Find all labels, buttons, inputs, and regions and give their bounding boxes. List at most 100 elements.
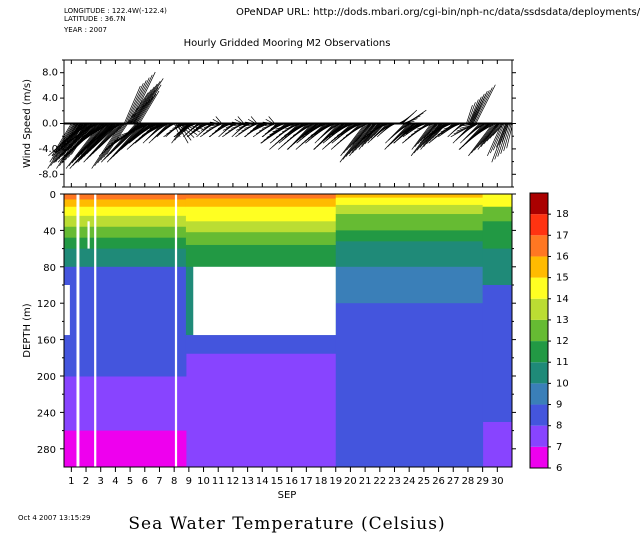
day-tick-label: 20 <box>344 476 357 487</box>
wind-vector <box>130 71 156 124</box>
wind-vector <box>215 116 223 124</box>
wind-vector <box>268 122 280 124</box>
wind-vector <box>402 109 418 124</box>
wind-vector <box>406 109 427 124</box>
wind-vector <box>441 123 455 127</box>
colorbar-swatch <box>530 404 548 426</box>
wind-vector <box>223 122 236 124</box>
wind-vector <box>220 123 234 127</box>
day-tick-label: 9 <box>186 476 192 487</box>
temperature-cell <box>335 241 484 268</box>
colorbar-frame <box>529 192 549 469</box>
wind-vector <box>414 123 433 147</box>
footer-timestamp: Oct 4 2007 13:15:29 <box>18 514 91 522</box>
temperature-cell <box>64 226 187 239</box>
wind-vector <box>459 123 468 126</box>
day-tick-label: 13 <box>241 476 254 487</box>
day-tick-label: 3 <box>98 476 104 487</box>
temperature-cell <box>335 204 484 215</box>
temperature-cell <box>185 194 337 200</box>
colorbar-label: 7 <box>556 442 562 453</box>
temperature-frame <box>63 193 513 468</box>
colorbar-swatch <box>530 341 548 363</box>
wind-vector <box>215 122 227 124</box>
wind-panel: 8.0 4.0 0.0 -4.0 -8.0 Wind Speed (m/s) <box>22 59 516 188</box>
wind-vector <box>444 122 456 124</box>
wind-vector <box>179 123 195 138</box>
wind-vector <box>343 123 367 154</box>
wind-vector <box>242 123 254 126</box>
day-tick-label: 16 <box>285 476 298 487</box>
wind-vector <box>155 122 172 124</box>
colorbar-swatch <box>530 383 548 405</box>
wind-vector <box>462 123 481 127</box>
day-tick-label: 10 <box>197 476 210 487</box>
wind-vector <box>346 123 368 151</box>
wind-vector <box>465 122 482 124</box>
wind-ylabel: Wind Speed (m/s) <box>22 79 33 168</box>
wind-vector <box>178 122 190 124</box>
wind-vector <box>125 83 144 124</box>
temperature-cell <box>185 206 337 222</box>
wind-vector <box>475 84 496 124</box>
opendap-url: OPeNDAP URL: http://dods.mbari.org/cgi-b… <box>236 7 640 18</box>
wind-vector <box>129 74 153 124</box>
temperature-cell <box>64 206 187 217</box>
missing-data <box>64 285 70 336</box>
day-tick-label: 25 <box>418 476 431 487</box>
day-tick-label: 8 <box>171 476 177 487</box>
wind-vector <box>206 123 218 126</box>
day-tick-label: 22 <box>373 476 386 487</box>
temperature-cell <box>64 237 187 250</box>
depth-tick-label: 280 <box>37 445 56 456</box>
wind-vector <box>137 93 157 124</box>
temperature-cell <box>64 199 187 208</box>
wind-vector <box>237 116 245 124</box>
wind-vector <box>487 123 503 157</box>
wind-vector <box>495 123 506 148</box>
day-tick-label: 2 <box>83 476 89 487</box>
missing-data <box>87 221 90 249</box>
wind-vector <box>268 116 275 124</box>
temperature-cell <box>64 248 187 268</box>
colorbar-label: 14 <box>556 294 569 305</box>
wind-vector <box>503 123 512 152</box>
temperature-cell <box>482 221 512 250</box>
depth-tick-label: 240 <box>37 408 56 419</box>
wind-vector <box>469 98 481 124</box>
colorbar-swatch <box>530 277 548 299</box>
colorbar-label: 6 <box>556 463 562 474</box>
colorbar-swatch <box>530 256 548 278</box>
wind-vector <box>467 102 476 124</box>
temperature-cell <box>185 221 337 233</box>
day-tick-label: 19 <box>329 476 342 487</box>
colorbar-label: 16 <box>556 251 569 262</box>
wind-vector <box>497 123 510 157</box>
wind-vector <box>417 122 429 124</box>
wind-vector <box>250 122 262 124</box>
wind-vector <box>501 123 509 143</box>
x-axis-label: SEP <box>278 490 297 501</box>
wind-vector <box>340 123 366 157</box>
temperature-cell <box>482 206 512 222</box>
depth-tick-label: 120 <box>37 299 56 310</box>
wind-vector <box>127 77 150 124</box>
wind-vector <box>491 123 507 163</box>
latitude-label: LATITUDE : 36.7N <box>64 15 126 23</box>
wind-vector <box>100 123 126 161</box>
depth-tick-label: 80 <box>43 263 56 274</box>
wind-vector <box>466 104 473 124</box>
colorbar-swatch <box>530 362 548 384</box>
depth-tick-label: 0 <box>50 190 56 201</box>
missing-data <box>94 194 97 467</box>
day-tick-label: 17 <box>300 476 313 487</box>
colorbar-swatch <box>530 235 548 257</box>
colorbar-label: 10 <box>556 378 569 389</box>
missing-data <box>193 266 336 336</box>
wind-vector <box>123 85 141 124</box>
day-tick-label: 21 <box>359 476 372 487</box>
colorbar-swatch <box>530 214 548 236</box>
wind-vector <box>453 122 465 124</box>
temperature-cell <box>335 197 484 206</box>
